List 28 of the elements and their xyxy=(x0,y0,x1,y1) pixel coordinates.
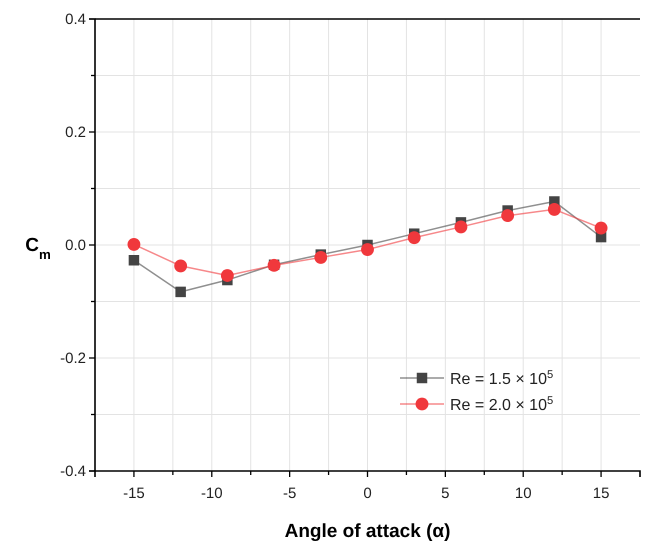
y-tick-label: 0.0 xyxy=(65,236,86,254)
point xyxy=(548,202,561,216)
x-tick-label: -15 xyxy=(123,485,145,502)
point xyxy=(175,286,186,298)
point xyxy=(128,255,140,266)
point xyxy=(454,220,468,234)
point xyxy=(501,209,514,222)
point xyxy=(220,269,234,282)
x-tick-label: -10 xyxy=(200,485,223,502)
y-tick-label: -0.4 xyxy=(60,462,86,480)
x-tick-label: 10 xyxy=(514,485,532,502)
y-tick-label: -0.2 xyxy=(60,350,86,367)
legend-label: Re = 1.5 × 10$^{5}$ xyxy=(450,369,554,388)
y-tick-label: 0.4 xyxy=(65,10,86,28)
x-tick-label: -5 xyxy=(282,485,296,502)
point xyxy=(408,231,421,244)
x-tick-label: 0 xyxy=(363,485,372,502)
x-axis-title: Angle of attack (α) xyxy=(284,521,450,542)
point xyxy=(174,259,188,272)
x-tick-label: 5 xyxy=(441,485,450,502)
point xyxy=(361,243,374,256)
y-tick-label: 0.2 xyxy=(65,124,86,141)
legend-label: Re = 2.0 × 10$^{5}$ xyxy=(450,395,554,414)
y-axis-title: C$_{m}$ xyxy=(25,235,51,262)
point xyxy=(314,251,328,264)
point xyxy=(127,238,140,251)
point xyxy=(594,222,608,234)
x-tick-label: 15 xyxy=(592,485,610,502)
